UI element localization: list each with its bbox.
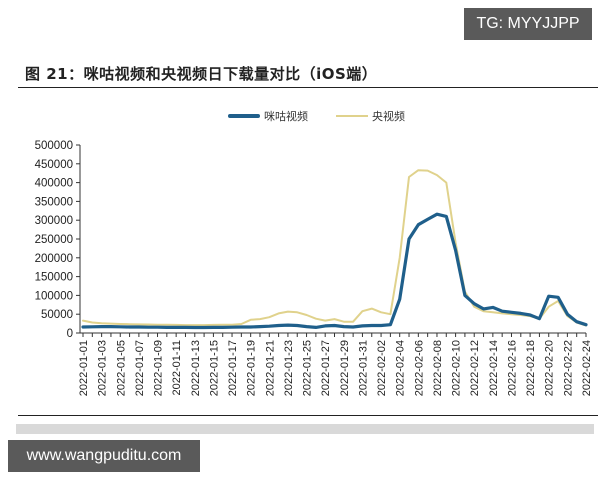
figure-title: 图 21：咪咕视频和央视频日下载量对比（iOS端） xyxy=(25,65,378,83)
title-rule xyxy=(18,87,598,88)
x-tick-label: 2022-02-22 xyxy=(562,340,574,396)
x-tick-label: 2022-01-27 xyxy=(320,340,332,396)
x-tick-label: 2022-01-31 xyxy=(357,340,369,396)
x-tick-label: 2022-01-13 xyxy=(190,340,202,396)
x-axis: 2022-01-01 2022-01-03 2022-01-05 2022-01-07… xyxy=(78,332,593,396)
y-tick-label: 250000 xyxy=(35,234,73,246)
x-tick-label: 2022-01-29 xyxy=(339,340,351,396)
series-line-migu xyxy=(81,212,588,330)
legend-swatch-migu xyxy=(228,114,260,118)
x-tick-label: 2022-02-08 xyxy=(432,340,444,396)
chart-legend: 咪咕视频 央视频 xyxy=(228,108,433,124)
x-tick-label: 2022-01-05 xyxy=(115,340,127,396)
x-tick-label: 2022-02-12 xyxy=(469,340,481,396)
y-tick-label: 150000 xyxy=(35,272,73,284)
legend-swatch-cctv xyxy=(336,115,368,117)
series-line-cctv xyxy=(82,169,587,327)
x-tick-label: 2022-01-09 xyxy=(153,340,165,396)
x-tick-label: 2022-02-16 xyxy=(506,340,518,396)
x-tick-label: 2022-02-06 xyxy=(413,340,425,396)
legend-label-migu: 咪咕视频 xyxy=(264,110,308,123)
x-tick-label: 2022-01-17 xyxy=(227,340,239,396)
watermark-top: TG: MYYJJPP xyxy=(464,8,592,40)
x-tick-label: 2022-02-14 xyxy=(488,340,500,396)
y-tick-label: 100000 xyxy=(35,290,73,302)
y-tick-label: 450000 xyxy=(35,159,73,171)
x-tick-label: 2022-02-02 xyxy=(376,340,388,396)
x-tick-label: 2022-01-07 xyxy=(134,340,146,396)
y-axis: 0 50000 100000 150000 200000 250000 300000 3500… xyxy=(35,140,81,340)
x-tick-label: 2022-02-10 xyxy=(451,340,463,396)
x-tick-label: 2022-02-04 xyxy=(395,340,407,396)
x-tick-label: 2022-01-25 xyxy=(302,340,314,396)
x-tick-label: 2022-01-23 xyxy=(283,340,295,396)
x-tick-label: 2022-01-15 xyxy=(208,340,220,396)
y-tick-label: 350000 xyxy=(35,196,73,208)
y-tick-label: 300000 xyxy=(35,215,73,227)
y-tick-label: 50000 xyxy=(41,309,73,321)
y-tick-label: 500000 xyxy=(35,140,73,152)
grey-separator xyxy=(16,424,594,434)
x-tick-label: 2022-01-03 xyxy=(97,340,109,396)
y-tick-label: 200000 xyxy=(35,253,73,265)
series-lines xyxy=(81,169,588,330)
x-tick-label: 2022-01-11 xyxy=(171,340,183,395)
legend-item-migu: 咪咕视频 xyxy=(228,108,308,124)
x-tick-label: 2022-01-01 xyxy=(78,340,90,396)
line-chart: 0 50000 100000 150000 200000 250000 300000 3500… xyxy=(35,140,593,396)
legend-item-cctv: 央视频 xyxy=(336,108,405,124)
legend-label-cctv: 央视频 xyxy=(372,110,405,123)
bottom-rule xyxy=(18,415,598,416)
watermark-bottom: www.wangpuditu.com xyxy=(8,440,200,472)
x-tick-label: 2022-01-19 xyxy=(246,340,258,396)
x-tick-label: 2022-02-20 xyxy=(544,340,556,396)
y-tick-label: 0 xyxy=(67,328,73,340)
x-tick-label: 2022-02-18 xyxy=(525,340,537,396)
x-tick-label: 2022-02-24 xyxy=(581,340,593,396)
y-tick-label: 400000 xyxy=(35,178,73,190)
x-tick-label: 2022-01-21 xyxy=(264,340,276,396)
